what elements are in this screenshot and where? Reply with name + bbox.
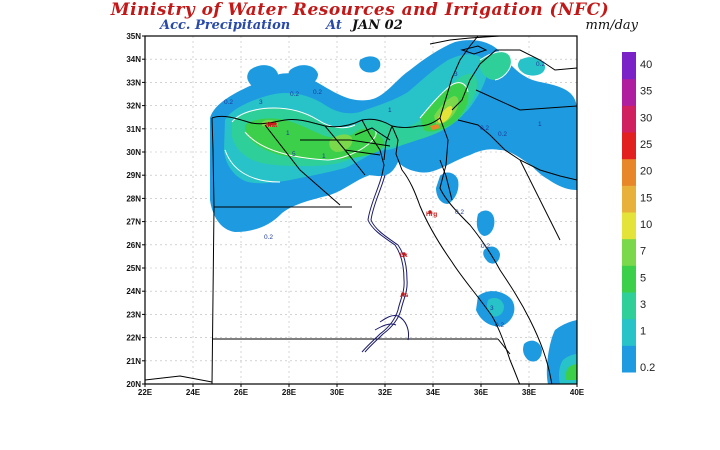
legend-swatch — [622, 105, 636, 133]
page-title: Ministry of Water Resources and Irrigati… — [110, 0, 610, 20]
lon-tick-label: 32E — [378, 388, 393, 397]
contour-label: 1 — [286, 130, 290, 137]
nile-river — [361, 174, 409, 353]
lat-tick-label: 22N — [126, 334, 141, 343]
legend-swatch — [622, 185, 636, 213]
contour-label: 1 — [388, 107, 392, 114]
legend-label: 7 — [640, 246, 646, 258]
legend-swatch — [622, 345, 636, 373]
legend-swatch — [622, 78, 636, 106]
city-label-as: As — [400, 292, 409, 299]
legend-label: 40 — [640, 59, 652, 71]
legend-label: 20 — [640, 166, 652, 178]
city-label-mat: Mat — [266, 122, 278, 129]
lat-tick-label: 25N — [126, 264, 141, 273]
lat-tick-label: 32N — [126, 102, 141, 111]
contour-value-labels: 0.2 0.2 0.2 0.2 0.2 0.2 0.2 0.2 3 5 1 3 … — [224, 61, 545, 329]
country-borders — [145, 36, 577, 384]
lon-tick-label: 38E — [522, 388, 537, 397]
date-label: JAN 02 — [352, 18, 403, 33]
lat-tick-label: 24N — [126, 287, 141, 296]
contour-label: 0.2 — [536, 61, 545, 68]
contour-label: 0.2 — [480, 125, 489, 132]
unit-label: mm/day — [585, 18, 638, 33]
legend-label: 35 — [640, 86, 652, 98]
lat-tick-label: 20N — [126, 380, 141, 389]
contour-label: 0.2 — [455, 209, 464, 216]
map-frame — [144, 35, 578, 385]
lat-tick-label: 27N — [126, 218, 141, 227]
lon-tick-label: 22E — [138, 388, 153, 397]
city-markers: Mat Hrg Lx As — [266, 122, 437, 299]
contour-label: 3 — [490, 305, 494, 312]
legend-swatch — [622, 238, 636, 266]
legend-label: 25 — [640, 139, 652, 151]
city-label-hrg: Hrg — [426, 211, 437, 218]
lat-tick-label: 34N — [126, 55, 141, 64]
legend-swatch — [622, 132, 636, 160]
lat-tick-label: 26N — [126, 241, 141, 250]
legend-swatch — [622, 158, 636, 186]
contour-label: 0.2 — [264, 234, 273, 241]
lat-tick-label: 28N — [126, 194, 141, 203]
legend-label: 15 — [640, 192, 652, 204]
lon-tick-label: 34E — [426, 388, 441, 397]
contour-label: 0.2 — [290, 91, 299, 98]
legend-label: 5 — [640, 272, 646, 284]
product-label: Acc. Precipitation — [160, 18, 291, 33]
contour-label: 5 — [292, 151, 296, 158]
lat-tick-label: 35N — [126, 32, 141, 41]
legend-label: 1 — [640, 326, 646, 338]
legend-label: 0.2 — [640, 362, 655, 374]
precip-field-north-coast — [210, 40, 577, 232]
lon-tick-label: 24E — [186, 388, 201, 397]
longitude-axis: 22E 24E 26E 28E 30E 32E 34E 36E 38E 40E — [138, 384, 585, 397]
lat-tick-label: 33N — [126, 78, 141, 87]
lon-tick-label: 26E — [234, 388, 249, 397]
lon-tick-label: 40E — [570, 388, 585, 397]
lat-tick-label: 30N — [126, 148, 141, 157]
lon-tick-label: 36E — [474, 388, 489, 397]
contour-label: 1 — [538, 121, 542, 128]
contour-label: 0.2 — [481, 243, 490, 250]
city-marker-mat — [268, 122, 272, 126]
city-marker-as — [401, 292, 405, 296]
lat-tick-label: 29N — [126, 171, 141, 180]
contour-label: 1 — [322, 153, 326, 160]
legend-swatch — [622, 265, 636, 293]
lon-tick-label: 28E — [282, 388, 297, 397]
legend-label: 30 — [640, 112, 652, 124]
lat-tick-label: 23N — [126, 310, 141, 319]
latitude-axis: 35N 34N 33N 32N 31N 30N 29N 28N 27N 26N 25N 24N 23N 2… — [126, 32, 145, 389]
contour-label: 0.2 — [224, 99, 233, 106]
lat-tick-label: 21N — [126, 357, 141, 366]
city-label-lx: Lx — [400, 252, 408, 259]
lon-tick-label: 30E — [330, 388, 345, 397]
contour-label: 0.2 — [495, 322, 504, 329]
lat-tick-label: 31N — [126, 125, 141, 134]
contour-label: 0.2 — [498, 131, 507, 138]
city-marker-hrg — [428, 210, 432, 214]
legend-swatch — [622, 318, 636, 346]
legend-label: 10 — [640, 219, 652, 231]
legend-swatch — [622, 212, 636, 240]
city-marker-lx — [402, 252, 406, 256]
contour-label: 3 — [454, 71, 458, 78]
at-label: At — [326, 18, 342, 33]
legend-swatch — [622, 52, 636, 80]
contour-label: 0.2 — [313, 89, 322, 96]
legend-label: 3 — [640, 299, 646, 311]
contour-label: 3 — [259, 99, 263, 106]
legend-swatch — [622, 292, 636, 320]
